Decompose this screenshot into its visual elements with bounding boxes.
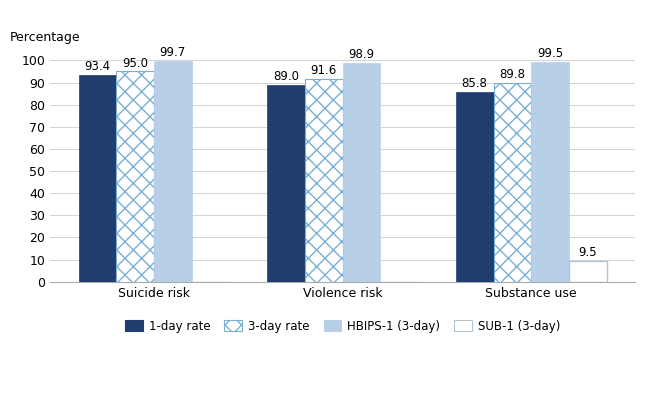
Bar [493,83,531,282]
Text: Percentage: Percentage [9,31,80,44]
Text: 9.5: 9.5 [578,246,597,259]
Legend: 1-day rate, 3-day rate, HBIPS-1 (3-day), SUB-1 (3-day): 1-day rate, 3-day rate, HBIPS-1 (3-day),… [120,315,565,337]
Bar [569,261,606,282]
Text: 99.5: 99.5 [537,47,563,60]
Text: 93.4: 93.4 [84,60,110,73]
Text: 98.9: 98.9 [348,48,374,61]
Text: 85.8: 85.8 [462,77,488,90]
Bar [267,85,305,282]
Text: 99.7: 99.7 [160,46,186,59]
Bar [531,62,569,282]
Bar [343,63,380,282]
Bar [79,75,116,282]
Text: 89.0: 89.0 [273,70,299,83]
Bar [305,79,343,282]
Bar [116,72,154,282]
Bar [154,61,192,282]
Text: 91.6: 91.6 [311,64,337,77]
Bar [456,92,493,282]
Text: 89.8: 89.8 [499,68,525,81]
Text: 95.0: 95.0 [122,57,148,70]
